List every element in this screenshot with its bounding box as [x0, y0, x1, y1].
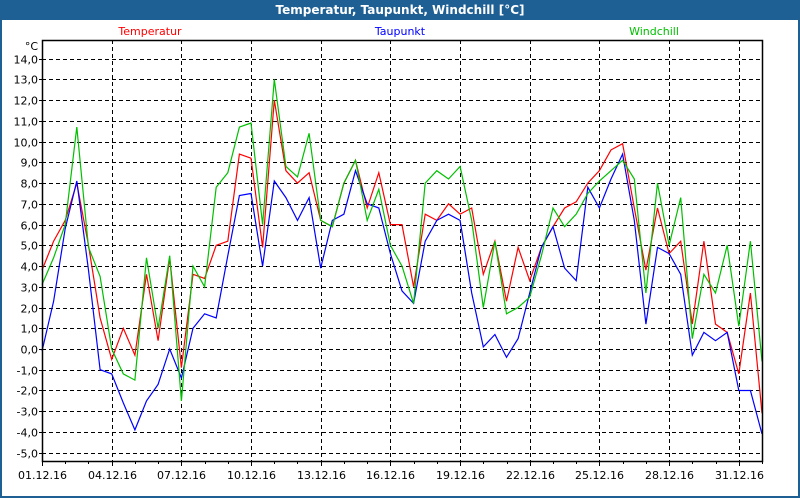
plot-frame	[41, 39, 764, 463]
x-tick-label: 25.12.16	[575, 469, 624, 482]
y-axis-unit-label: °C	[25, 40, 39, 53]
legend-item-temperatur: Temperatur	[117, 25, 182, 38]
y-tick-label: 4,0	[21, 261, 39, 274]
line-chart: 14,0 13,0 12,0 11,0 10,0 9,0 8,0 7,0 6,0 5,0 4,0 3,…	[14, 25, 764, 482]
y-tick-label: 12,0	[14, 95, 39, 108]
y-tick-label: 5,0	[21, 240, 39, 253]
y-tick-label: 13,0	[14, 74, 39, 87]
series-line-temperatur	[41, 100, 763, 414]
y-tick-label: 11,0	[14, 116, 39, 129]
x-tick-label: 19.12.16	[436, 469, 485, 482]
legend-item-taupunkt: Taupunkt	[374, 25, 426, 38]
series-line-windchill	[41, 79, 763, 401]
y-tick-label: 8,0	[21, 178, 39, 191]
y-tick-label: -5,0	[17, 448, 38, 461]
window-title: Temperatur, Taupunkt, Windchill [°C]	[2, 0, 798, 20]
x-tick-label: 10.12.16	[227, 469, 276, 482]
y-tick-label: 1,0	[21, 323, 39, 336]
x-tick-label: 01.12.16	[18, 469, 67, 482]
y-tick-label: -2,0	[17, 385, 38, 398]
x-tick-label: 28.12.16	[645, 469, 694, 482]
series-line-taupunkt	[41, 152, 763, 435]
y-tick-label: 3,0	[21, 282, 39, 295]
x-tick-label: 07.12.16	[157, 469, 206, 482]
y-tick-label: 2,0	[21, 303, 39, 316]
y-tick-label: 9,0	[21, 157, 39, 170]
y-tick-label: -1,0	[17, 365, 38, 378]
x-tick-label: 13.12.16	[297, 469, 346, 482]
y-tick-label: 7,0	[21, 199, 39, 212]
legend-item-windchill: Windchill	[629, 25, 679, 38]
x-tick-label: 22.12.16	[506, 469, 555, 482]
x-tick-label: 31.12.16	[715, 469, 764, 482]
x-tick-label: 04.12.16	[88, 469, 137, 482]
y-tick-label: 14,0	[14, 54, 39, 67]
y-tick-label: -3,0	[17, 406, 38, 419]
y-tick-label: 10,0	[14, 137, 39, 150]
x-tick-label: 16.12.16	[366, 469, 415, 482]
y-tick-label: -4,0	[17, 427, 38, 440]
y-tick-label: 0,0	[21, 344, 39, 357]
y-tick-label: 6,0	[21, 220, 39, 233]
